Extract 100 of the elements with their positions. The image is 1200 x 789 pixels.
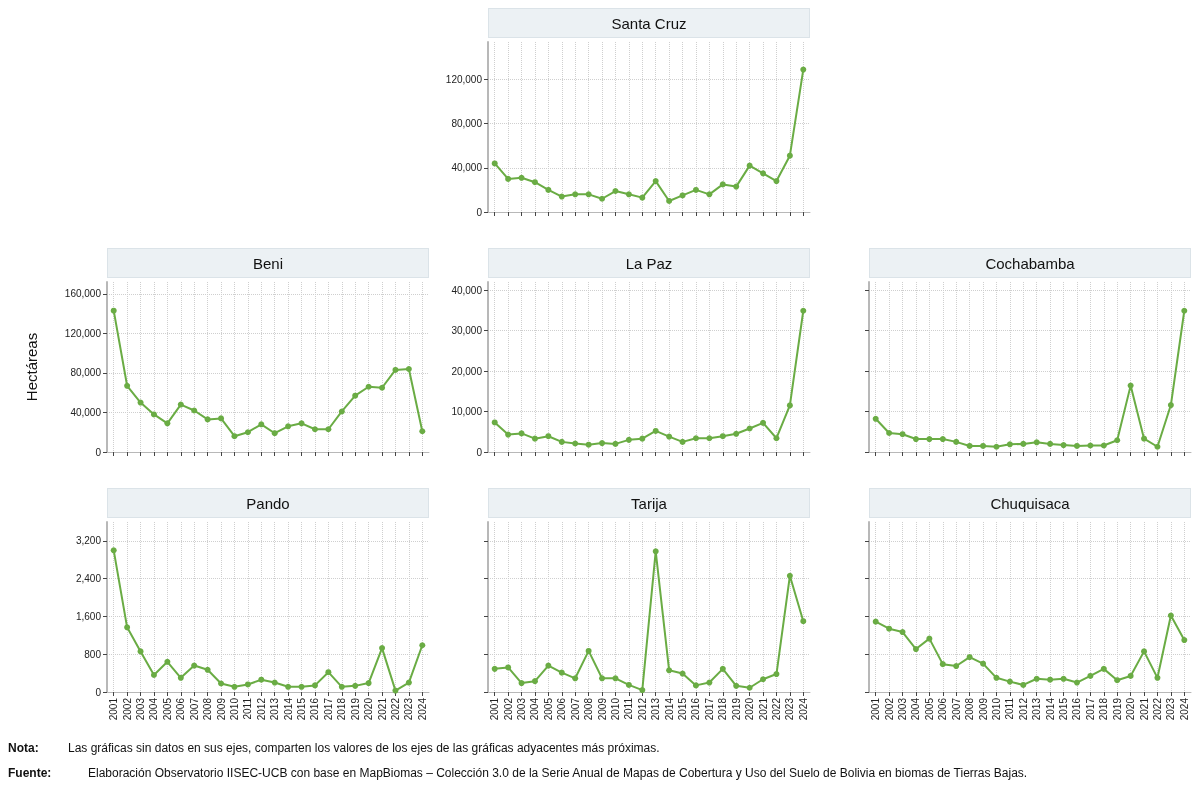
point xyxy=(733,430,740,437)
point xyxy=(1073,442,1080,449)
point xyxy=(652,178,659,185)
point xyxy=(719,665,726,672)
x-tick-label: 2024 xyxy=(797,697,809,721)
point xyxy=(599,195,606,202)
point xyxy=(231,683,238,690)
x-tick-label: 2011 xyxy=(242,697,254,720)
point xyxy=(405,679,412,686)
point xyxy=(773,178,780,185)
point xyxy=(926,635,933,642)
point xyxy=(1020,681,1027,688)
point xyxy=(1100,442,1107,449)
y-tick-label: 80,000 xyxy=(70,367,102,379)
point xyxy=(218,415,225,422)
point xyxy=(1154,443,1161,450)
point xyxy=(505,431,512,438)
x-tick-label: 2022 xyxy=(770,697,782,721)
point xyxy=(1060,442,1067,449)
point xyxy=(899,629,906,636)
x-tick-label: 2002 xyxy=(883,697,895,721)
x-tick-label: 2013 xyxy=(1031,697,1043,721)
x-tick-label: 2003 xyxy=(897,697,909,721)
point xyxy=(652,548,659,555)
point xyxy=(746,162,753,169)
point xyxy=(760,419,767,426)
x-tick-label: 2010 xyxy=(609,697,621,721)
point xyxy=(191,662,198,669)
x-tick-label: 2009 xyxy=(596,697,608,721)
point xyxy=(639,687,646,694)
point xyxy=(625,436,632,443)
y-tick-label: 30,000 xyxy=(451,325,483,337)
y-tick-label: 40,000 xyxy=(70,406,102,418)
point xyxy=(666,433,673,440)
point xyxy=(899,431,906,438)
point xyxy=(692,186,699,193)
point xyxy=(258,676,265,683)
x-tick-label: 2023 xyxy=(1165,697,1177,721)
point xyxy=(800,66,807,73)
x-tick-label: 2020 xyxy=(363,697,375,721)
x-tick-label: 2012 xyxy=(255,697,267,721)
point xyxy=(746,425,753,432)
x-tick-label: 2003 xyxy=(135,697,147,721)
text: Las gráficas sin datos en sus ejes, comparten los valores de los ejes de las gráficas adyacentes más próximas. xyxy=(68,741,660,755)
x-tick-label: 2017 xyxy=(1084,697,1096,721)
point xyxy=(719,181,726,188)
x-tick-label: 2008 xyxy=(202,697,214,721)
point xyxy=(572,440,579,447)
point xyxy=(953,663,960,670)
point xyxy=(164,658,171,665)
point xyxy=(585,647,592,654)
point xyxy=(912,646,919,653)
y-tick-label: 3,200 xyxy=(75,535,102,547)
x-tick-label: 2005 xyxy=(542,697,554,721)
point xyxy=(1100,665,1107,672)
point xyxy=(1127,672,1134,679)
point xyxy=(392,687,399,694)
point xyxy=(786,572,793,579)
point xyxy=(545,433,552,440)
point xyxy=(137,648,144,655)
x-tick-label: 2018 xyxy=(717,697,729,721)
point xyxy=(1154,674,1161,681)
point xyxy=(679,670,686,677)
x-tick-label: 2010 xyxy=(990,697,1002,721)
point xyxy=(558,669,565,676)
point xyxy=(545,662,552,669)
x-tick-label: 2021 xyxy=(757,697,769,721)
point xyxy=(599,675,606,682)
x-tick-label: 2011 xyxy=(623,697,635,720)
y-axis-title: Hectáreas xyxy=(23,332,40,402)
point xyxy=(625,191,632,198)
x-tick-label: 2018 xyxy=(336,697,348,721)
point xyxy=(1006,441,1013,448)
point xyxy=(639,194,646,201)
point xyxy=(1181,307,1188,314)
x-tick-label: 2015 xyxy=(1058,697,1070,721)
x-tick-label: 2023 xyxy=(403,697,415,721)
point xyxy=(311,682,318,689)
x-tick-label: 2024 xyxy=(1178,697,1190,721)
y-tick-label: 40,000 xyxy=(451,284,483,296)
y-tick-label: 1,600 xyxy=(75,610,102,622)
x-tick-label: 2005 xyxy=(923,697,935,721)
point xyxy=(800,618,807,625)
y-tick-label: 0 xyxy=(95,686,102,698)
point xyxy=(980,660,987,667)
point xyxy=(338,408,345,415)
x-tick-label: 2016 xyxy=(309,697,321,721)
point xyxy=(966,654,973,661)
x-tick-label: 2019 xyxy=(730,697,742,721)
y-tick-label: 0 xyxy=(95,446,102,458)
x-tick-label: 2016 xyxy=(1071,697,1083,721)
point xyxy=(392,366,399,373)
point xyxy=(692,435,699,442)
point xyxy=(285,423,292,430)
chart-title: Santa Cruz xyxy=(488,8,810,38)
x-tick-label: 2009 xyxy=(215,697,227,721)
x-tick-label: 2019 xyxy=(349,697,361,721)
point xyxy=(244,681,251,688)
point xyxy=(639,435,646,442)
point xyxy=(505,175,512,182)
